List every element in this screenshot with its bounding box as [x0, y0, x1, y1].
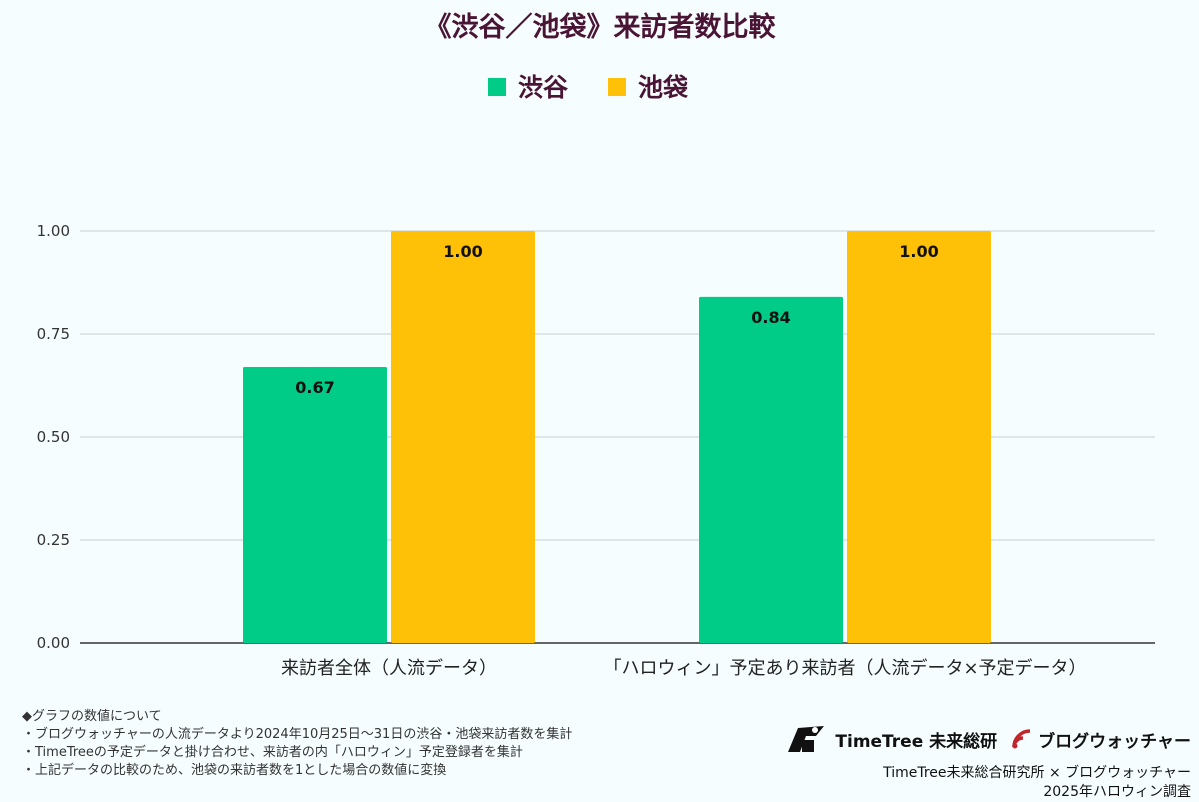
chart-title: 《渋谷／池袋》来訪者数比較 — [425, 11, 777, 43]
bar-data-label: 0.84 — [751, 308, 790, 327]
bar-chart: 《渋谷／池袋》来訪者数比較 渋谷 池袋 0.000.250.500.751.00 … — [37, 11, 1155, 679]
bar-data-labels: 0.67 1.00 0.84 1.00 — [295, 242, 938, 397]
y-tick-label: 0.00 — [37, 634, 70, 652]
blogwatcher-logo: ブログウォッチャー — [1011, 727, 1191, 752]
legend: 渋谷 池袋 — [488, 73, 689, 102]
bar-ikebukuro — [847, 231, 991, 643]
y-tick-label: 0.25 — [37, 531, 70, 549]
bar-data-label: 1.00 — [443, 242, 482, 261]
bar-data-label: 0.67 — [295, 378, 334, 397]
bar-shibuya — [699, 296, 843, 643]
bars — [243, 231, 991, 643]
brand-block: TimeTree 未来総研 ブログウォッチャー TimeTree未来総合研究所 … — [751, 722, 1191, 802]
timetree-logo-text: TimeTree 未来総研 — [835, 731, 998, 752]
notes-heading: ◆グラフの数値について — [22, 709, 162, 724]
chart-notes: ◆グラフの数値について ・ブログウォッチャーの人流データより2024年10月25… — [22, 708, 762, 780]
legend-swatch — [488, 78, 506, 96]
bar-ikebukuro — [391, 231, 535, 643]
y-tick-label: 0.50 — [37, 428, 70, 446]
legend-label: 渋谷 — [518, 73, 569, 102]
legend-label: 池袋 — [638, 73, 689, 102]
timetree-logo: TimeTree 未来総研 — [784, 722, 997, 756]
bar-shibuya — [243, 366, 387, 643]
x-axis-category-labels: 来訪者全体（人流データ） 「ハロウィン」予定あり来訪者（人流データ×予定データ） — [281, 658, 1087, 679]
y-tick-label: 0.75 — [37, 325, 70, 343]
y-tick-label: 1.00 — [37, 222, 70, 240]
legend-swatch — [608, 78, 626, 96]
y-axis-tick-labels: 0.00 0.25 0.50 0.75 1.00 — [37, 222, 70, 652]
blogwatcher-logo-text: ブログウォッチャー — [1038, 731, 1191, 752]
brand-logos: TimeTree 未来総研 ブログウォッチャー — [751, 722, 1191, 756]
notes-line: ・上記データの比較のため、池袋の来訪者数を1とした場合の数値に変換 — [22, 763, 447, 778]
notes-line: ・ブログウォッチャーの人流データより2024年10月25日～31日の渋谷・池袋来… — [22, 727, 573, 742]
notes-line: ・TimeTreeの予定データと掛け合わせ、来訪者の内「ハロウィン」予定登録者を… — [22, 745, 523, 760]
credit-line: TimeTree未来総合研究所 × ブログウォッチャー — [883, 765, 1191, 781]
blogwatcher-signal-icon — [1012, 729, 1031, 749]
x-category-label: 来訪者全体（人流データ） — [281, 658, 497, 679]
timetree-tree-icon — [788, 726, 825, 752]
grid-lines — [80, 230, 1155, 644]
x-category-label: 「ハロウィン」予定あり来訪者（人流データ×予定データ） — [603, 658, 1086, 679]
survey-name: 2025年ハロウィン調査 — [1043, 784, 1191, 800]
bar-data-label: 1.00 — [899, 242, 938, 261]
